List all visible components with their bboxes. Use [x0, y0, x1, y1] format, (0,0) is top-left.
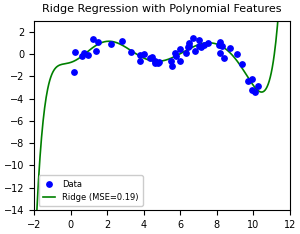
Data — [109, 42, 113, 46]
Data — [91, 37, 96, 41]
Ridge (MSE=0.19) — [171, 56, 174, 59]
Data — [152, 60, 157, 63]
Data — [228, 46, 233, 50]
Data — [80, 54, 85, 58]
Ridge (MSE=0.19) — [154, 60, 158, 63]
Data — [253, 90, 258, 94]
Legend: Data, Ridge (MSE=0.19): Data, Ridge (MSE=0.19) — [39, 176, 142, 206]
Data — [206, 41, 210, 45]
Data — [148, 56, 153, 60]
Data — [202, 43, 207, 47]
Data — [137, 59, 142, 63]
Ridge (MSE=0.19) — [242, 69, 245, 72]
Data — [199, 45, 204, 48]
Data — [85, 53, 90, 57]
Data — [138, 53, 143, 57]
Data — [191, 36, 196, 40]
Data — [177, 59, 182, 63]
Data — [187, 41, 191, 44]
Data — [177, 48, 182, 51]
Data — [157, 60, 162, 63]
Data — [93, 49, 98, 53]
Data — [186, 45, 190, 49]
Data — [150, 55, 154, 59]
Data — [170, 64, 175, 67]
Data — [184, 51, 189, 55]
Data — [168, 59, 173, 63]
Data — [246, 79, 250, 83]
Data — [129, 50, 134, 54]
Data — [96, 40, 101, 44]
Data — [217, 44, 221, 47]
Data — [218, 51, 222, 55]
Data — [221, 56, 226, 60]
Data — [82, 51, 87, 55]
Data — [197, 44, 202, 48]
Data — [249, 77, 254, 81]
Data — [72, 70, 77, 74]
Data — [239, 62, 244, 66]
Data — [173, 51, 178, 55]
Ridge (MSE=0.19) — [155, 60, 159, 63]
Data — [192, 49, 197, 53]
Data — [142, 52, 147, 56]
Data — [173, 54, 178, 58]
Data — [220, 44, 225, 48]
Data — [152, 61, 157, 65]
Ridge (MSE=0.19) — [184, 49, 188, 52]
Data — [72, 50, 77, 54]
Data — [218, 40, 223, 44]
Line: Ridge (MSE=0.19): Ridge (MSE=0.19) — [34, 0, 290, 234]
Data — [256, 84, 261, 88]
Data — [235, 52, 240, 56]
Data — [249, 88, 254, 92]
Data — [187, 44, 191, 48]
Data — [156, 62, 161, 65]
Title: Ridge Regression with Polynomial Features: Ridge Regression with Polynomial Feature… — [42, 4, 282, 14]
Data — [119, 39, 124, 43]
Data — [196, 38, 201, 42]
